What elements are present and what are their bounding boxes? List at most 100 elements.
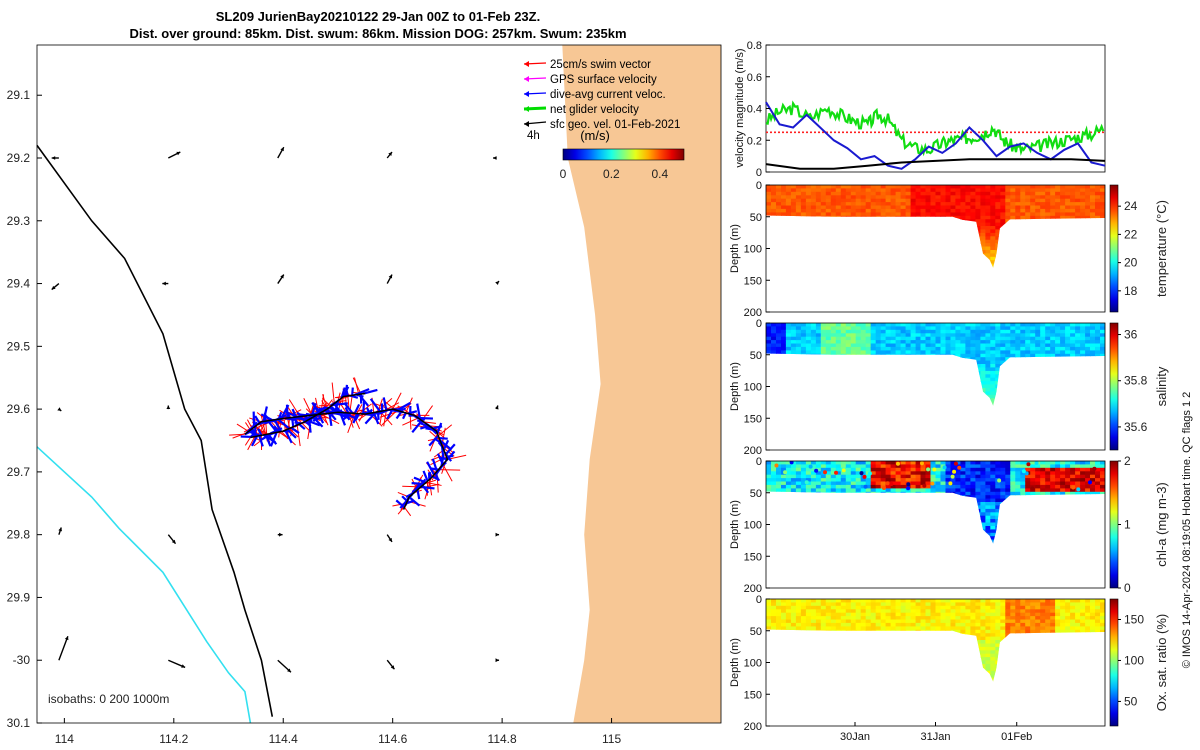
dive-current-vector <box>276 418 290 430</box>
section-cell <box>960 329 966 334</box>
velocity-y-tick-label: 0.4 <box>747 104 762 116</box>
section-cell <box>1070 343 1076 348</box>
section-cell <box>781 340 787 345</box>
section-cell <box>860 467 867 472</box>
section-cell <box>810 212 817 217</box>
section-cell <box>970 219 976 224</box>
swim-vector <box>429 430 441 441</box>
dive-current-vector <box>352 413 358 424</box>
section-cell <box>1070 353 1076 358</box>
geostrophic-arrow-head <box>388 274 393 279</box>
section-cell <box>800 481 807 486</box>
section-cell <box>1060 353 1066 358</box>
section-cell <box>1025 329 1031 334</box>
section-cell <box>1040 343 1046 348</box>
section-cell <box>945 212 952 217</box>
section-cell <box>1015 346 1021 351</box>
section-cell <box>1090 329 1096 334</box>
section-cell <box>1045 191 1051 196</box>
section-cell <box>890 467 897 472</box>
section-cell <box>785 191 792 196</box>
section-cell <box>1010 195 1016 200</box>
section-cell <box>781 188 787 193</box>
section-cell <box>1000 326 1006 331</box>
swim-vector <box>358 403 372 415</box>
section-cell <box>965 208 971 213</box>
swim-vector <box>322 413 329 426</box>
section-cell <box>895 333 902 338</box>
section-cell <box>805 461 812 465</box>
section-cell <box>855 484 862 489</box>
section-cell <box>1090 350 1096 355</box>
section-cell <box>1100 202 1105 207</box>
section-cell <box>1085 198 1091 203</box>
section-cell <box>1040 346 1046 351</box>
section-cell <box>1000 343 1006 348</box>
section-cell <box>910 467 917 472</box>
section-cell <box>865 191 872 196</box>
section-cell <box>800 208 807 213</box>
section-cell <box>840 329 847 334</box>
section-cell <box>1000 353 1006 358</box>
section-cell <box>980 323 986 327</box>
section-cell <box>955 346 961 351</box>
dive-current-vector <box>284 429 293 444</box>
section-cell <box>965 336 971 341</box>
section-cell <box>890 205 897 210</box>
section-cell <box>1015 195 1021 200</box>
section-cell <box>870 188 877 193</box>
section-cell <box>1040 195 1046 200</box>
section-cell <box>905 471 912 476</box>
section-cell <box>1095 205 1101 210</box>
section-cell <box>925 208 932 213</box>
section-cell <box>815 198 822 203</box>
section-cell <box>771 326 777 331</box>
section-cell <box>940 212 947 217</box>
section-cell <box>995 357 1001 362</box>
depth-tick-label: 200 <box>744 307 762 319</box>
section-cell <box>795 464 802 469</box>
section-cell <box>960 212 966 217</box>
section-cell <box>950 208 957 213</box>
section-cell <box>1100 188 1105 193</box>
section-cell <box>970 340 976 345</box>
section-cell <box>945 191 952 196</box>
section-cell <box>995 374 1001 379</box>
section-cell <box>785 481 792 486</box>
section-cell <box>1095 350 1101 355</box>
section-cell <box>795 202 802 207</box>
section-cell <box>781 326 787 331</box>
section-cell <box>910 195 917 200</box>
dive-current-vector <box>277 411 283 420</box>
section-cell <box>900 188 907 193</box>
section-cell <box>845 481 852 486</box>
map-y-tick-label: 29.3 <box>7 214 31 228</box>
section-cell <box>1015 208 1021 213</box>
section-cell <box>845 188 852 193</box>
section-cell <box>910 198 917 203</box>
section-cell <box>925 323 932 327</box>
section-cell <box>980 336 986 341</box>
section-cell <box>771 461 777 465</box>
section-cell <box>1095 202 1101 207</box>
section-cell <box>1000 191 1006 196</box>
colorbar-tick-label: 20 <box>1124 256 1138 270</box>
section-cell <box>1070 350 1076 355</box>
dive-current-vector <box>364 411 377 425</box>
section-cell <box>1020 326 1026 331</box>
section-cell <box>1045 346 1051 351</box>
section-cell <box>800 329 807 334</box>
section-cell <box>875 478 882 483</box>
section-cell <box>1005 188 1011 193</box>
section-cell <box>875 464 882 469</box>
section-cell <box>945 208 952 213</box>
section-cell <box>895 336 902 341</box>
section-cell <box>990 394 996 399</box>
section-cell <box>960 323 966 327</box>
section-cell <box>1010 208 1016 213</box>
swim-vector <box>322 394 328 410</box>
section-cell <box>1055 343 1061 348</box>
section-cell <box>1045 215 1051 220</box>
section-cell <box>980 384 986 389</box>
section-cell <box>930 340 937 345</box>
